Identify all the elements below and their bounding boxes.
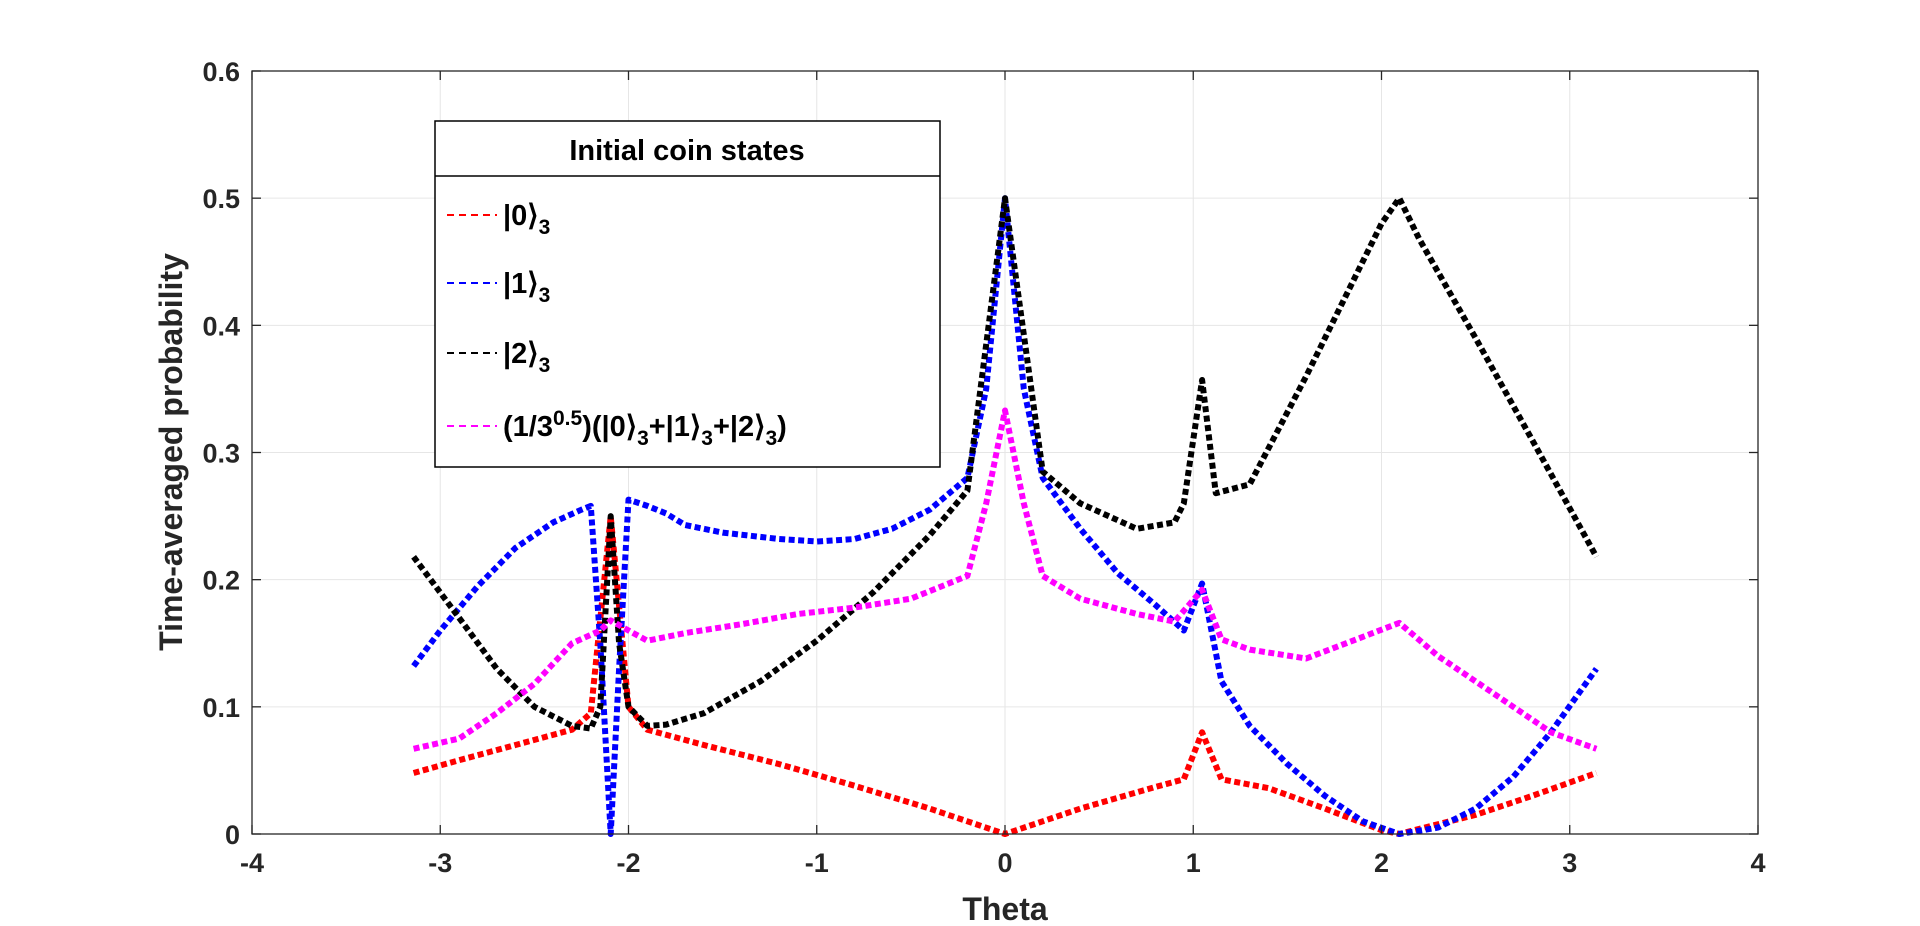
y-tick-label: 0.3 [202,439,240,469]
y-tick-label: 0.1 [202,693,240,723]
legend-box [434,120,941,468]
legend-entry: |1⟩3​ [447,268,550,307]
x-tick-label: 2 [1374,848,1389,878]
series-line-1 [411,195,1599,837]
legend-label: |1⟩3​ [503,268,550,307]
legend-entry: |0⟩3​ [447,200,550,239]
y-tick-label: 0.4 [202,311,240,341]
legend-label: |2⟩3​ [503,338,550,377]
y-tick-label: 0 [225,820,240,850]
legend-entry: (1/30.5​)(|0⟩3​+|1⟩3​+|2⟩3​) [447,407,787,450]
x-tick-label: 0 [997,848,1012,878]
legend-label: (1/30.5​)(|0⟩3​+|1⟩3​+|2⟩3​) [503,407,787,450]
y-tick-label: 0.6 [202,57,240,87]
x-tick-label: 1 [1186,848,1201,878]
series-line-3 [412,407,1598,752]
x-tick-label: -1 [805,848,829,878]
y-tick-label: 0.5 [202,184,240,214]
legend: Initial coin states |0⟩3​ |1⟩3​ |2⟩3​ (1/30… [434,120,941,468]
x-tick-label: -4 [240,848,264,878]
x-tick-label: 3 [1562,848,1577,878]
series-lines [411,195,1600,837]
y-tick-labels: 0 0.1 0.2 0.3 0.4 0.5 0.6 [202,57,240,850]
x-tick-label: 4 [1750,848,1765,878]
legend-label: |0⟩3​ [503,200,550,239]
x-tick-label: -2 [616,848,640,878]
x-tick-labels: -4 -3 -2 -1 0 1 2 3 4 [240,848,1766,878]
series-line-2 [411,195,1600,732]
x-axis-label: Theta [962,891,1048,926]
y-axis-label: Time-averaged probability [153,253,189,651]
legend-entries: |0⟩3​ |1⟩3​ |2⟩3​ (1/30.5​)(|0⟩3​+|1⟩3​+|2⟩… [447,200,787,450]
legend-title: Initial coin states [569,135,804,167]
x-tick-label: -3 [428,848,452,878]
legend-entry: |2⟩3​ [447,338,550,377]
y-tick-label: 0.2 [202,566,240,596]
axes [251,70,1759,835]
